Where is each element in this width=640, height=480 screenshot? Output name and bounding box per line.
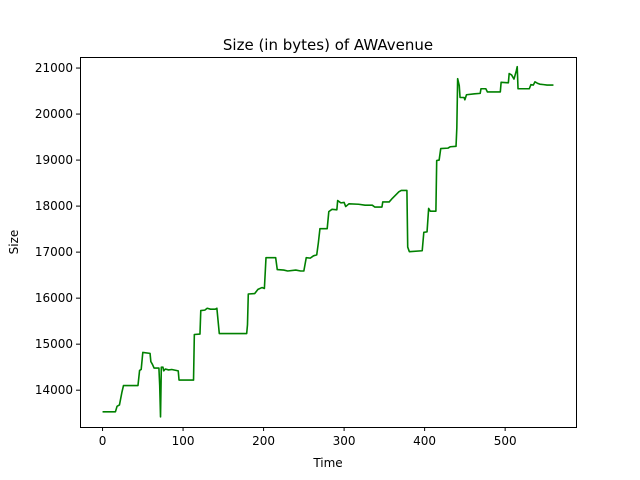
x-tick-label: 100 <box>172 434 195 448</box>
x-tick-label: 0 <box>99 434 107 448</box>
x-tick-label: 400 <box>413 434 436 448</box>
y-tick-label: 18000 <box>35 199 73 213</box>
y-tick-label: 17000 <box>35 245 73 259</box>
y-tick-label: 15000 <box>35 337 73 351</box>
series-line-0 <box>102 65 554 418</box>
y-axis: 14000 15000 16000 17000 18000 19000 20000 21000 <box>35 61 80 397</box>
x-tick-label: 200 <box>252 434 275 448</box>
y-tick-label: 14000 <box>35 383 73 397</box>
x-tick-label: 300 <box>333 434 356 448</box>
y-axis-label: Size <box>7 230 21 255</box>
y-tick-label: 19000 <box>35 153 73 167</box>
plot-frame <box>80 57 577 428</box>
plot-area <box>102 65 554 418</box>
x-tick-label: 500 <box>494 434 517 448</box>
x-axis: 0 100 200 300 400 500 <box>99 427 517 448</box>
x-axis-label: Time <box>312 456 342 470</box>
chart-title: Size (in bytes) of AWAvenue <box>223 36 433 54</box>
y-tick-label: 20000 <box>35 107 73 121</box>
y-tick-label: 16000 <box>35 291 73 305</box>
y-tick-label: 21000 <box>35 61 73 75</box>
